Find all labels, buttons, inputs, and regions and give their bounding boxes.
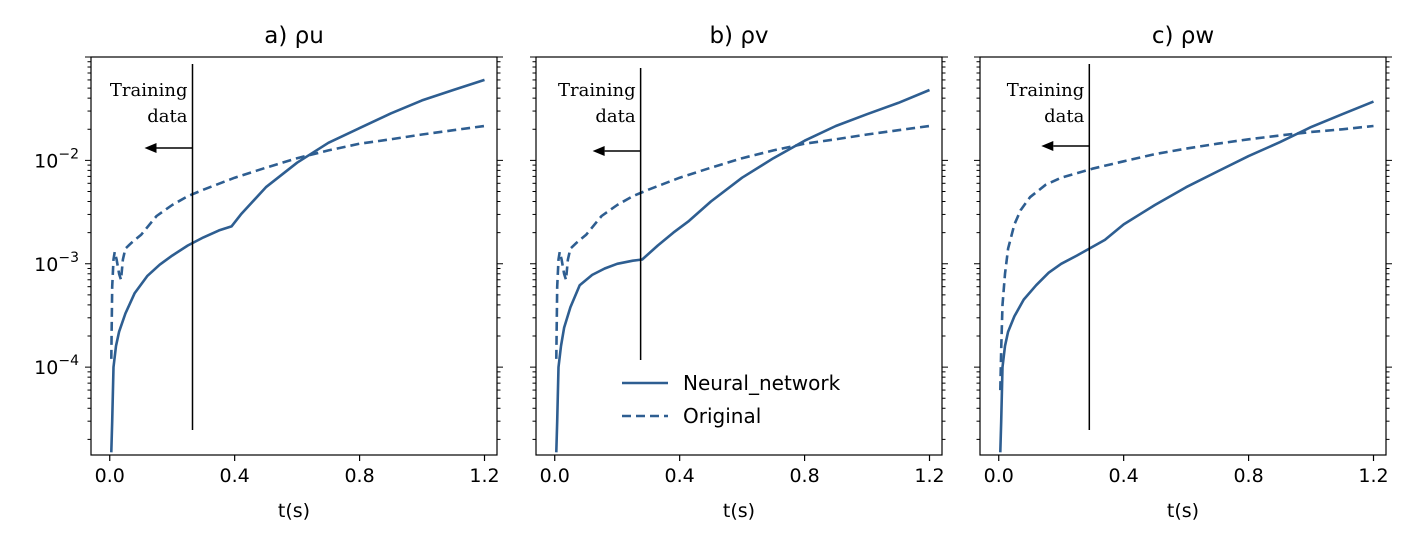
annotation-line2: data [595,106,635,127]
x-tick-label: 0.0 [95,465,125,487]
arrow-head-icon [1041,141,1054,151]
chart-title: a) ρu [264,23,324,49]
x-tick-label: 1.2 [469,465,499,487]
chart-panel-3: c) ρw t(s) 0.0 0.4 0.8 1.2 Training data [974,23,1392,522]
y-tick-label: 10−3 [34,250,79,276]
legend: Neural_network Original [622,371,841,428]
annotation-line1: Training [1007,80,1085,101]
x-tick-label: 0.8 [1233,465,1263,487]
x-tick-label: 0.4 [1109,465,1139,487]
arrow-head-icon [592,146,605,156]
series-line-original [999,124,1374,391]
legend-label: Neural_network [683,371,841,395]
y-tick-label: 10−2 [34,146,79,172]
plot-frame [535,56,943,456]
chart-panel-2: b) ρv t(s) 0.0 0.4 0.8 1.2 Training data Neural_… [530,23,948,522]
x-tick-label: 0.8 [789,465,819,487]
annotation-line1: Training [110,80,188,101]
x-tick-label: 1.2 [914,465,944,487]
y-tick-label: 10−4 [34,353,79,379]
x-tick-label: 0.4 [665,465,695,487]
x-tick-label: 0.0 [984,465,1014,487]
x-tick-label: 0.4 [220,465,250,487]
series-line-neural_network [999,100,1374,453]
x-tick-label: 1.2 [1358,465,1388,487]
annotation-line1: Training [558,80,636,101]
series-line-neural_network [110,78,485,453]
chart-panel-1: a) ρu t(s) 0.0 0.4 0.8 1.2 10−4 10−3 10−2 Trainin… [34,23,503,522]
arrow-head-icon [144,143,157,153]
legend-label: Original [683,404,761,428]
chart-title: b) ρv [709,23,768,49]
x-axis-label: t(s) [723,500,755,522]
x-axis-label: t(s) [1167,500,1199,522]
plot-frame [979,56,1387,456]
series-line-original [110,124,485,359]
x-tick-label: 0.0 [540,465,570,487]
annotation-line2: data [1044,106,1084,127]
x-tick-label: 0.8 [344,465,374,487]
plot-frame [90,56,498,456]
annotation-line2: data [147,106,187,127]
series-line-original [555,124,930,359]
chart-title: c) ρw [1152,23,1214,49]
series-line-neural_network [555,88,930,453]
x-axis-label: t(s) [278,500,310,522]
